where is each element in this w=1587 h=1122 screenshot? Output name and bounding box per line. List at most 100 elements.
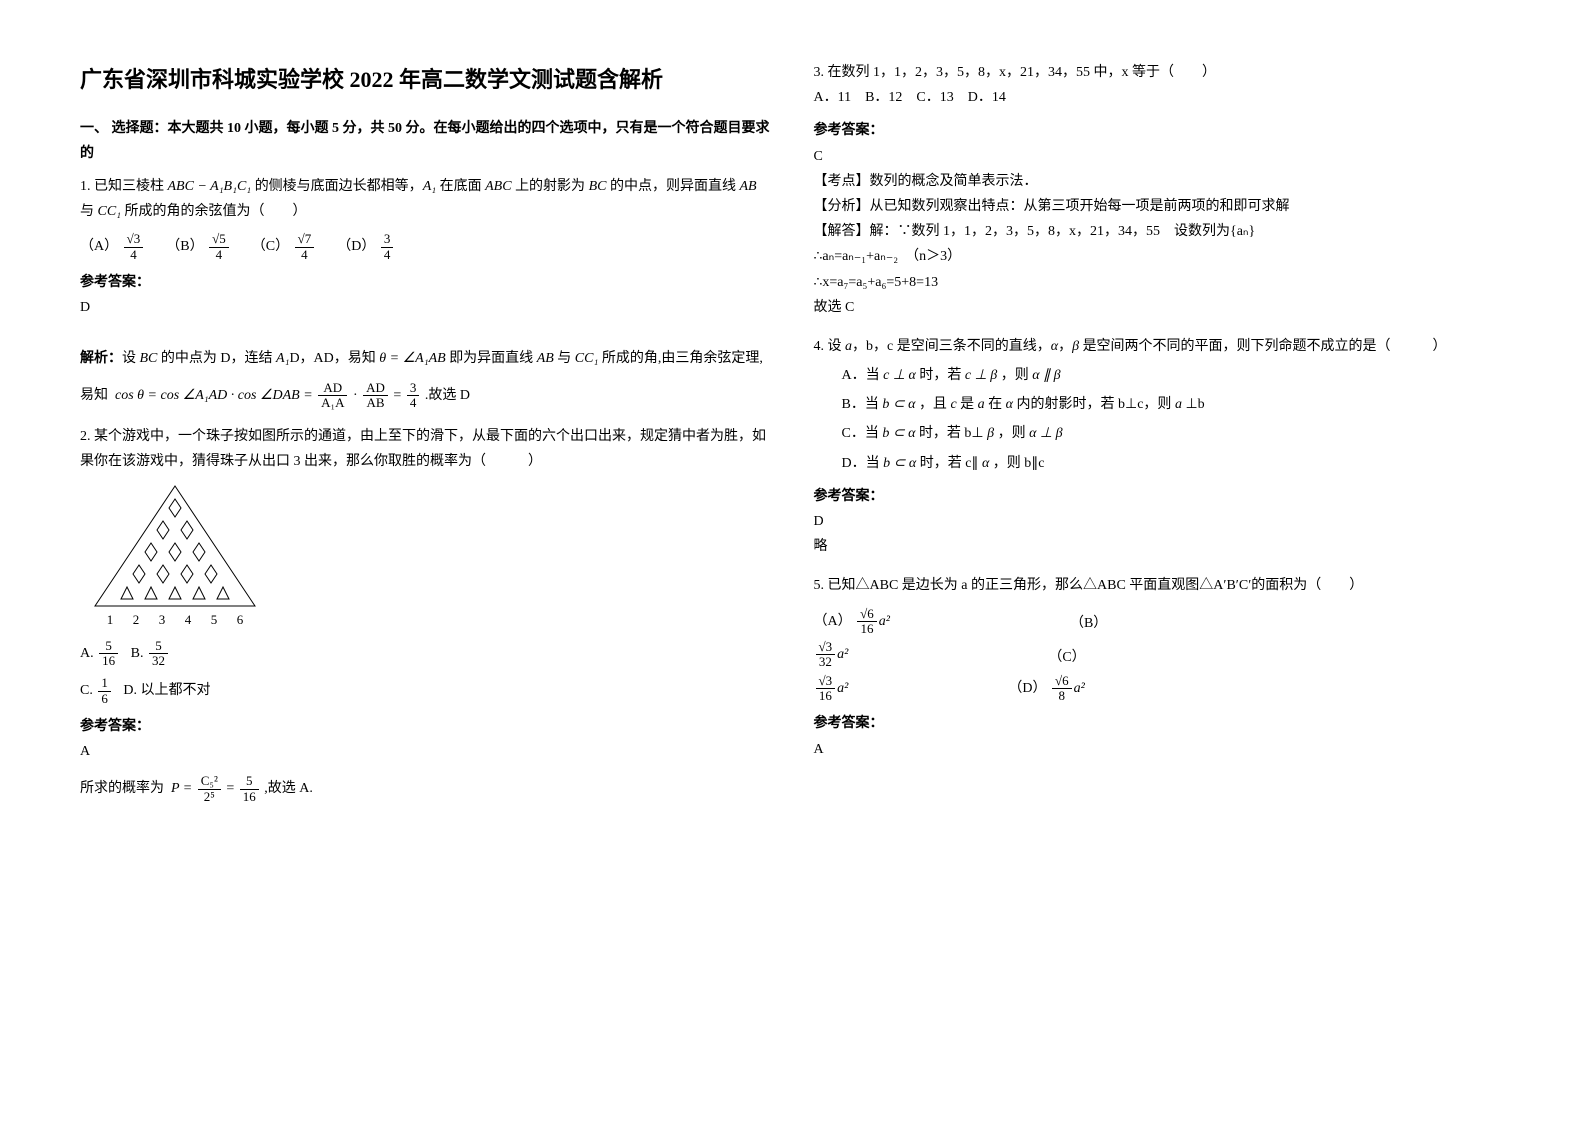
q4-optb-4: 在	[985, 397, 1006, 412]
q4-optb-bsa: b ⊂ α	[882, 397, 915, 412]
q4-optb-a2: a	[1175, 397, 1182, 412]
q2-f1: C₅²2⁵	[198, 774, 221, 804]
q1-f2-num: AD	[363, 381, 388, 396]
q2-answer: A	[80, 739, 774, 764]
q4-sym-beta: β	[1072, 339, 1079, 354]
q2-opt-a-label: A.	[80, 646, 94, 661]
q5-opt-a-label: （A）	[814, 614, 852, 629]
q1-explain-t3: D，AD，易知	[289, 351, 379, 366]
q1-stem: 1. 已知三棱柱 ABC − A₁B₁C₁ 的侧棱与底面边长都相等，A₁ 在底面…	[80, 174, 774, 224]
q3-kaodian: 【考点】数列的概念及简单表示法．	[814, 169, 1508, 194]
q5-opt-b-frac: √332	[816, 640, 836, 670]
q2-label-1: 1	[107, 612, 114, 627]
q4-optd-1: D．当	[842, 456, 884, 471]
q1-sym-prism: ABC − A₁B₁C₁	[168, 179, 252, 194]
q5-stem: 5. 已知△ABC 是边长为 a 的正三角形，那么△ABC 平面直观图△A′B′…	[814, 573, 1508, 598]
q4-lue: 略	[814, 534, 1508, 559]
q4-opt-a: A．当 c ⊥ α 时，若 c ⊥ β ，则 α ∥ β	[814, 363, 1508, 388]
q1-explain-theta: θ = ∠A₁AB	[379, 351, 445, 366]
q5-opt-c-frac: √316	[816, 674, 836, 704]
q5-opt-d: （D） √68a²	[1008, 674, 1084, 704]
q5-opt-b-label: （B）	[1070, 611, 1107, 636]
q3-jd1-text: 解：∵数列 1，1，2，3，5，8，x，21，34，55 设数列为{aₙ}	[870, 224, 1256, 239]
q4-stem-1: 4. 设	[814, 339, 846, 354]
q1-opt-a-label: （A）	[80, 239, 118, 254]
q1-f1: ADA₁A	[318, 381, 347, 411]
q5-opt-c-den: 16	[816, 689, 836, 703]
q2-label-2: 2	[133, 612, 140, 627]
q3-kd-label: 【考点】	[814, 174, 870, 189]
question-1: 1. 已知三棱柱 ABC − A₁B₁C₁ 的侧棱与底面边长都相等，A₁ 在底面…	[80, 174, 774, 410]
q2-label-4: 4	[185, 612, 192, 627]
q4-opta-1: A．当	[842, 368, 884, 383]
section-1-header: 一、 选择题：本大题共 10 小题，每小题 5 分，共 50 分。在每小题给出的…	[80, 116, 774, 166]
q5-opt-d-tail: a²	[1074, 681, 1085, 696]
q2-label-5: 5	[211, 612, 218, 627]
q2-opt-a-den: 16	[99, 654, 118, 668]
q3-jieda3: ∴x=a₇=a₅+a₆=5+8=13	[814, 270, 1508, 295]
q1-stem-part6: 与	[80, 204, 98, 219]
q2-f1-den: 2⁵	[198, 790, 221, 804]
q4-optb-2: ，且	[915, 397, 950, 412]
q3-fx-text: 从已知数列观察出特点：从第三项开始每一项是前两项的和即可求解	[870, 199, 1290, 214]
q3-fenxi: 【分析】从已知数列观察出特点：从第三项开始每一项是前两项的和即可求解	[814, 194, 1508, 219]
q5-opt-b-num: √3	[816, 640, 836, 655]
q5-opt-a-num: √6	[857, 607, 877, 622]
q2-opt-c-den: 6	[98, 692, 111, 706]
q5-answer-label: 参考答案：	[814, 711, 1508, 736]
q2-f2-num: 5	[240, 774, 259, 789]
q1-opt-a-frac: √34	[124, 232, 144, 262]
q1-yizhi: 易知	[80, 388, 108, 403]
q2-opt-b-den: 32	[149, 654, 168, 668]
q2-opt-c-label: C.	[80, 683, 93, 698]
q4-optc-apb: α ⊥ β	[1029, 426, 1063, 441]
q2-opt-c-frac: 16	[98, 676, 111, 706]
q5-opt-d-frac: √68	[1052, 674, 1072, 704]
q1-explain-t4: 即为异面直线	[446, 351, 537, 366]
q1-opt-c-den: 4	[295, 248, 315, 262]
q4-stem-4: 是空间两个不同的平面，则下列命题不成立的是（ ）	[1079, 339, 1447, 354]
q2-opt-a-num: 5	[99, 639, 118, 654]
q4-optc-3: ，则	[994, 426, 1029, 441]
q1-explain-t6: 所成的角,由三角余弦定理,	[598, 351, 763, 366]
q4-opta-2: 时，若	[916, 368, 965, 383]
q2-f-eq: =	[226, 781, 234, 796]
q1-opt-d-den: 4	[381, 248, 394, 262]
right-column: 3. 在数列 1，1，2，3，5，8，x，21，34，55 中，x 等于（ ） …	[814, 60, 1508, 818]
q1-opt-c-num: √7	[295, 232, 315, 247]
q1-opt-a-num: √3	[124, 232, 144, 247]
q3-answer: C	[814, 144, 1508, 169]
q1-explain-bc: BC	[140, 351, 158, 366]
q2-label-6: 6	[237, 612, 244, 627]
q2-opt-b-frac: 532	[149, 639, 168, 669]
q1-f1-den: A₁A	[318, 396, 347, 410]
q1-stem-part5: 的中点，则异面直线	[606, 179, 739, 194]
q5-opt-a-den: 16	[857, 622, 877, 636]
q1-stem-part2: 的侧棱与底面边长都相等，	[251, 179, 423, 194]
q1-opt-b-den: 4	[209, 248, 229, 262]
q1-explain-t2: 的中点为 D，连结	[157, 351, 276, 366]
q1-explain-cc1: CC₁	[575, 351, 599, 366]
q5-opt-c: √316a²	[814, 674, 849, 704]
q1-explain: 解析：设 BC 的中点为 D，连结 A₁D，AD，易知 θ = ∠A₁AB 即为…	[80, 346, 774, 371]
q1-formula-lhs: cos θ = cos ∠A₁AD · cos ∠DAB =	[115, 388, 316, 403]
q5-opt-a: （A） √616a²	[814, 607, 890, 637]
q2-answer-label: 参考答案：	[80, 714, 774, 739]
q5-opts-row1: （A） √616a² （B）	[814, 607, 1508, 637]
q1-stem-part7: 所成的角的余弦值为（ ）	[121, 204, 307, 219]
q4-sym-alpha: α	[1051, 339, 1058, 354]
q1-opt-b-frac: √54	[209, 232, 229, 262]
q5-opt-c-num: √3	[816, 674, 836, 689]
left-column: 广东省深圳市科城实验学校 2022 年高二数学文测试题含解析 一、 选择题：本大…	[80, 60, 774, 818]
q2-opt-d-label: D. 以上都不对	[123, 683, 210, 698]
q1-explain-t5: 与	[554, 351, 575, 366]
q1-explain-tail: .故选 D	[425, 388, 470, 403]
q2-stem: 2. 某个游戏中，一个珠子按如图所示的通道，由上至下的滑下，从最下面的六个出口出…	[80, 424, 774, 474]
q4-optb-a: a	[978, 397, 985, 412]
q1-sym-bc: BC	[589, 179, 607, 194]
q4-optb-5: 内的射影时，若 b⊥c，则	[1013, 397, 1175, 412]
q4-optb-1: B．当	[842, 397, 883, 412]
q2-explain: 所求的概率为 P = C₅²2⁵ = 516 ,故选 A.	[80, 774, 774, 804]
q4-stem-2: ，b，c 是空间三条不同的直线，	[852, 339, 1051, 354]
q2-diagram: 1 2 3 4 5 6	[80, 481, 270, 631]
